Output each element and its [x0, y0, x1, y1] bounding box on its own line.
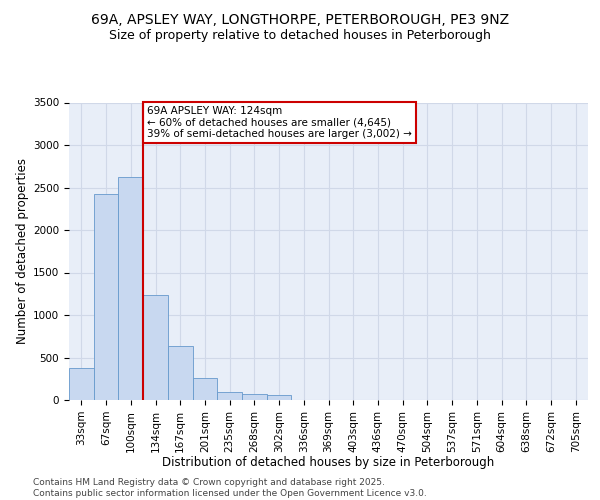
- Bar: [69, 368, 94, 400]
- Text: Size of property relative to detached houses in Peterborough: Size of property relative to detached ho…: [109, 29, 491, 42]
- X-axis label: Distribution of detached houses by size in Peterborough: Distribution of detached houses by size …: [163, 456, 494, 469]
- Bar: [242, 394, 267, 400]
- Y-axis label: Number of detached properties: Number of detached properties: [16, 158, 29, 344]
- Bar: [217, 392, 242, 400]
- Bar: [267, 396, 292, 400]
- Bar: [168, 346, 193, 400]
- Bar: [118, 178, 143, 400]
- Bar: [143, 296, 168, 400]
- Text: 69A APSLEY WAY: 124sqm
← 60% of detached houses are smaller (4,645)
39% of semi-: 69A APSLEY WAY: 124sqm ← 60% of detached…: [147, 106, 412, 139]
- Text: Contains HM Land Registry data © Crown copyright and database right 2025.
Contai: Contains HM Land Registry data © Crown c…: [33, 478, 427, 498]
- Bar: [193, 378, 217, 400]
- Text: 69A, APSLEY WAY, LONGTHORPE, PETERBOROUGH, PE3 9NZ: 69A, APSLEY WAY, LONGTHORPE, PETERBOROUG…: [91, 12, 509, 26]
- Bar: [94, 194, 118, 400]
